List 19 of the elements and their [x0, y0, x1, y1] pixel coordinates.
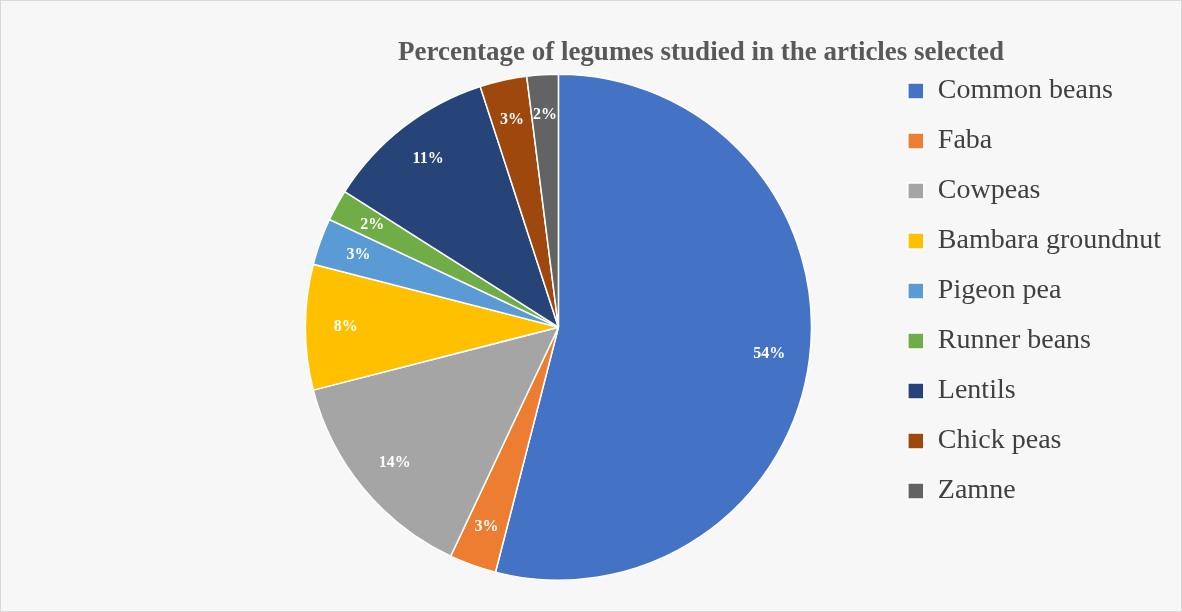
data-label: 3% [500, 109, 525, 127]
legend-label: Lentils [937, 373, 1016, 405]
legend-label: Faba [937, 123, 993, 155]
data-label: 3% [346, 245, 371, 263]
data-label: 14% [378, 452, 411, 470]
data-label: 11% [412, 149, 444, 167]
legend-label: Cowpeas [937, 173, 1041, 205]
data-label: 8% [333, 317, 358, 335]
data-label: 2% [360, 214, 385, 232]
legend-label: Bambara groundnut [937, 223, 1162, 255]
chart-title: Percentage of legumes studied in the articles selected [397, 36, 1005, 67]
data-label: 54% [753, 343, 786, 361]
data-label: 3% [474, 517, 499, 535]
legend-label: Chick peas [937, 423, 1062, 455]
data-label: 2% [533, 105, 558, 123]
legend-label: Pigeon pea [937, 273, 1063, 305]
legend-label: Runner beans [937, 323, 1092, 355]
legend-label: Zamne [937, 473, 1016, 505]
legend-label: Common beans [937, 73, 1113, 105]
